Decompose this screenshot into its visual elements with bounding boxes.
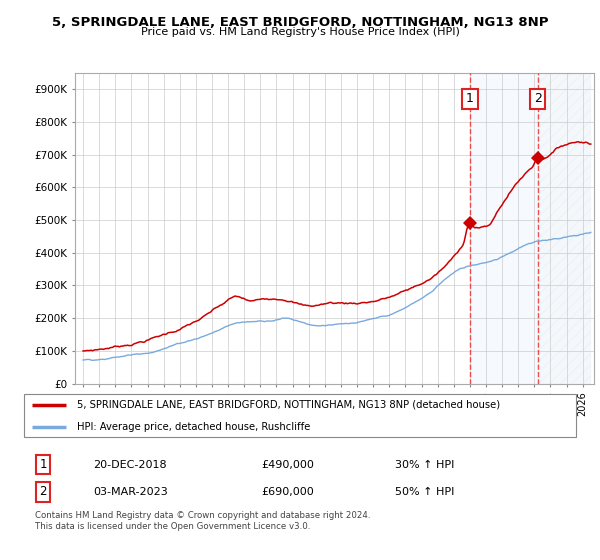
- Text: Contains HM Land Registry data © Crown copyright and database right 2024.
This d: Contains HM Land Registry data © Crown c…: [35, 511, 370, 531]
- Text: 1: 1: [40, 458, 47, 471]
- Text: 5, SPRINGDALE LANE, EAST BRIDGFORD, NOTTINGHAM, NG13 8NP: 5, SPRINGDALE LANE, EAST BRIDGFORD, NOTT…: [52, 16, 548, 29]
- Text: 1: 1: [466, 92, 474, 105]
- Bar: [538, 73, 591, 384]
- Text: 2: 2: [40, 486, 47, 498]
- FancyBboxPatch shape: [24, 394, 576, 437]
- Text: £490,000: £490,000: [261, 460, 314, 469]
- Text: 5, SPRINGDALE LANE, EAST BRIDGFORD, NOTTINGHAM, NG13 8NP (detached house): 5, SPRINGDALE LANE, EAST BRIDGFORD, NOTT…: [77, 400, 500, 410]
- Bar: [470, 73, 538, 384]
- Text: 30% ↑ HPI: 30% ↑ HPI: [395, 460, 454, 469]
- Text: 50% ↑ HPI: 50% ↑ HPI: [395, 487, 454, 497]
- Text: £690,000: £690,000: [261, 487, 314, 497]
- Text: Price paid vs. HM Land Registry's House Price Index (HPI): Price paid vs. HM Land Registry's House …: [140, 27, 460, 37]
- Text: 2: 2: [533, 92, 542, 105]
- Text: HPI: Average price, detached house, Rushcliffe: HPI: Average price, detached house, Rush…: [77, 422, 310, 432]
- Text: 20-DEC-2018: 20-DEC-2018: [94, 460, 167, 469]
- Text: 03-MAR-2023: 03-MAR-2023: [94, 487, 168, 497]
